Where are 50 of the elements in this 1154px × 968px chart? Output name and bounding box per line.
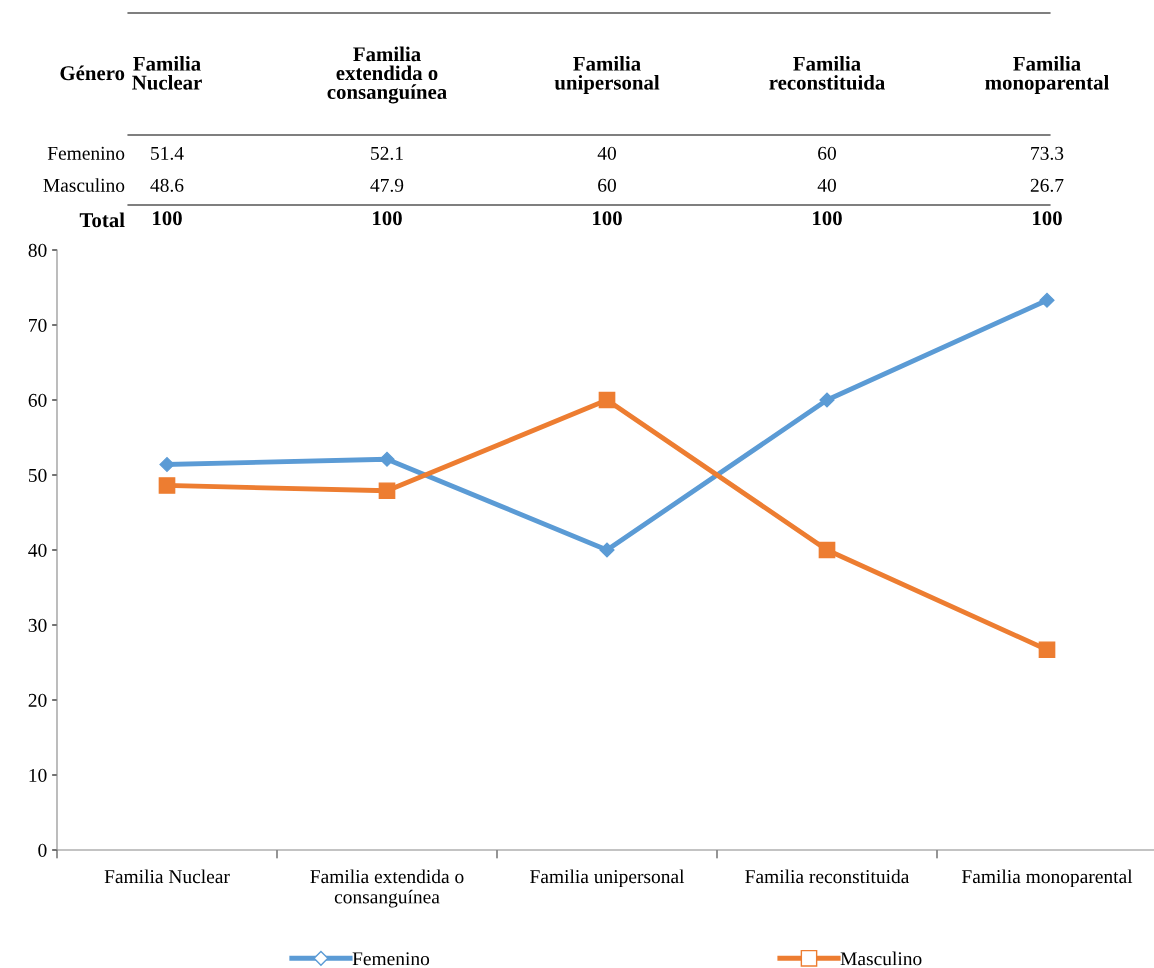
text: 100 [813, 211, 842, 226]
data-label: 60 [598, 178, 616, 192]
x-tick-label: Familia Nuclear [104, 869, 230, 884]
text: 100 [153, 211, 182, 226]
y-tick-label: 20 [28, 693, 47, 707]
category-label: Familia reconstituida [769, 56, 885, 90]
text: 100 [593, 211, 622, 226]
x-tick-label: Familia reconstituida [745, 869, 910, 884]
data-label: 40 [817, 178, 836, 192]
data-label: 52.1 [371, 146, 403, 160]
y-tick-label: 40 [28, 543, 47, 557]
category-label: Familia unipersonal [554, 56, 660, 94]
y-tick-label: 70 [29, 318, 47, 332]
text: 100 [373, 211, 402, 226]
text: Total [79, 212, 125, 228]
category-label: Familia monoparental [985, 56, 1109, 94]
y-tick-label: 10 [29, 768, 47, 782]
point [378, 482, 396, 500]
text: Masculino [43, 178, 125, 192]
text: Femenino [47, 146, 125, 160]
data-label: 60 [818, 146, 836, 160]
point [818, 541, 836, 559]
y-tick-label: 60 [28, 393, 47, 407]
data-label: 73.3 [1031, 146, 1064, 160]
text: Género [60, 65, 125, 81]
point [379, 451, 395, 467]
x-tick-label: Familia extendida o consanguínea [310, 869, 464, 908]
data-label: 47.9 [370, 178, 404, 192]
x-tick-label: Familia unipersonal [530, 869, 685, 888]
point [158, 477, 176, 494]
data-label: 51.4 [151, 146, 184, 160]
y-tick-label: 0 [38, 843, 47, 857]
category-label: Familia Nuclear [132, 56, 202, 90]
data-label: 48.6 [150, 178, 184, 192]
legend-label: Masculino [840, 951, 922, 966]
point [159, 456, 175, 473]
data-label: 40 [597, 146, 616, 160]
point [819, 392, 835, 408]
legend-label: Femenino [352, 952, 430, 966]
data-label: 26.7 [1030, 178, 1064, 192]
y-tick-label: 50 [28, 468, 47, 482]
point [599, 542, 615, 558]
point [1038, 641, 1056, 659]
point [598, 391, 616, 409]
x-tick-label: Familia monoparental [961, 869, 1133, 888]
text: 100 [1033, 211, 1062, 226]
y-tick-label: 30 [28, 618, 47, 632]
category-label: Familia extendida o consanguínea [327, 46, 447, 104]
y-tick-label: 80 [28, 243, 47, 257]
point [1039, 292, 1055, 308]
